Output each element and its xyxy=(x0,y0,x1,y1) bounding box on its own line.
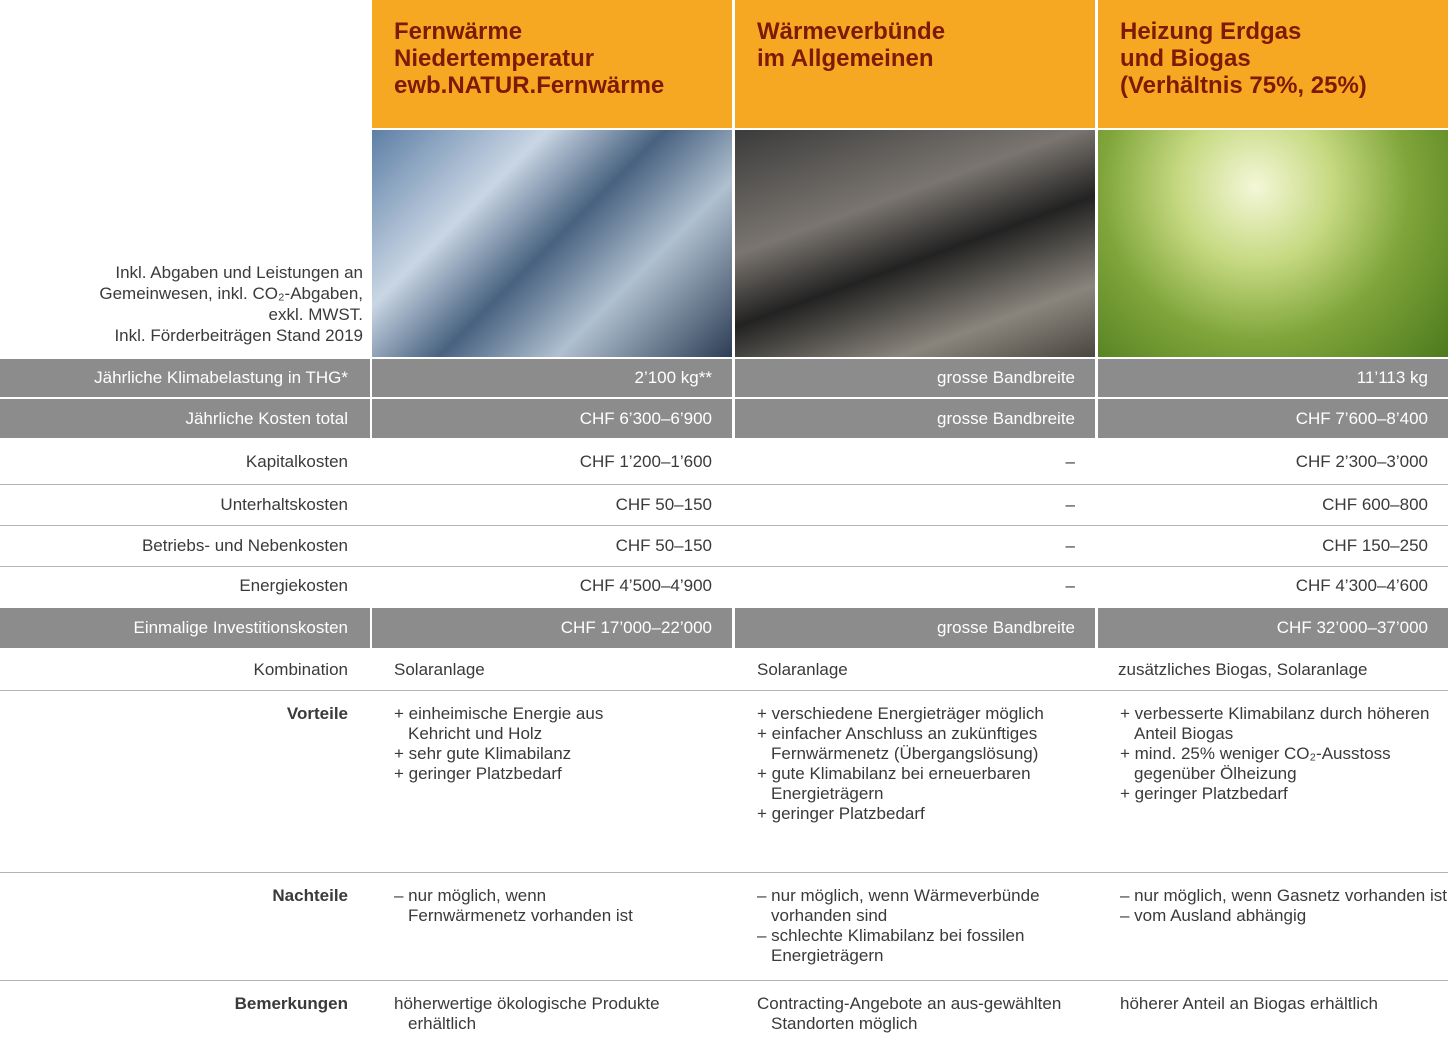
list-item: + geringer Platzbedarf xyxy=(394,764,562,783)
note-line: Inkl. Förderbeiträgen Stand 2019 xyxy=(114,326,363,345)
row-label: Einmalige Investitionskosten xyxy=(0,608,370,648)
cell: CHF 2’300–3’000 xyxy=(1295,452,1428,471)
note-line: Inkl. Abgaben und Leistungen an xyxy=(115,263,363,282)
list-item: – nur möglich, wenn Fernwärmenetz vorhan… xyxy=(394,886,633,925)
list-item: – nur möglich, wenn Gasnetz vorhanden is… xyxy=(1120,886,1447,905)
list-item: + einfacher Anschluss an zukünftiges Fer… xyxy=(757,724,1039,763)
list-item: + mind. 25% weniger CO₂-Ausstoss gegenüb… xyxy=(1120,744,1391,783)
cell: 2’100 kg** xyxy=(372,359,732,397)
header-line: und Biogas xyxy=(1120,45,1251,72)
list-item: + verbesserte Klimabilanz durch höheren … xyxy=(1120,704,1430,743)
cell: CHF 6’300–6’900 xyxy=(372,399,732,438)
cell: grosse Bandbreite xyxy=(735,359,1095,397)
row-divider xyxy=(0,525,1448,526)
note-line: Gemeinwesen, inkl. CO₂-Abgaben, xyxy=(99,284,363,303)
cell: CHF 50–150 xyxy=(615,536,712,555)
cell-list: – nur möglich, wenn Gasnetz vorhanden is… xyxy=(1120,886,1448,926)
row-label: Betriebs- und Nebenkosten xyxy=(141,536,348,555)
header-line: Heizung Erdgas xyxy=(1120,18,1302,45)
row-label: Unterhaltskosten xyxy=(220,495,348,514)
list-item: + sehr gute Klimabilanz xyxy=(394,744,572,763)
row-divider xyxy=(0,484,1448,485)
cell: CHF 17’000–22’000 xyxy=(372,608,732,648)
cell-list: – nur möglich, wenn Wärmeverbünde vorhan… xyxy=(757,886,1087,966)
row-divider xyxy=(0,872,1448,873)
header-line: Fernwärme xyxy=(394,18,523,45)
cell: CHF 600–800 xyxy=(1322,495,1428,514)
row-label: Jährliche Kosten total xyxy=(0,399,370,438)
cell: Solaranlage xyxy=(394,660,485,679)
cell-list: + einheimische Energie aus Kehricht und … xyxy=(394,704,664,784)
column-header: Wärmeverbünde im Allgemeinen xyxy=(735,0,1095,128)
list-item: + gute Klimabilanz bei erneuerbaren Ener… xyxy=(757,764,1031,803)
row-divider xyxy=(0,566,1448,567)
cell: CHF 4’500–4’900 xyxy=(579,576,712,595)
header-line: im Allgemeinen xyxy=(757,45,934,72)
cell-list: + verschiedene Energieträger möglich + ei… xyxy=(757,704,1087,824)
cell: CHF 150–250 xyxy=(1322,536,1428,555)
cell: grosse Bandbreite xyxy=(735,608,1095,648)
cell: Solaranlage xyxy=(757,660,848,679)
cell: CHF 4’300–4’600 xyxy=(1295,576,1428,595)
note-line: exkl. MWST. xyxy=(268,305,363,324)
cell: CHF 50–150 xyxy=(615,495,712,514)
row-label: Vorteile xyxy=(286,704,348,723)
list-item: höherer Anteil an Biogas erhältlich xyxy=(1120,994,1378,1013)
cell-list: + verbesserte Klimabilanz durch höheren … xyxy=(1120,704,1448,804)
list-item: – nur möglich, wenn Wärmeverbünde vorhan… xyxy=(757,886,1040,925)
row-label: Kombination xyxy=(253,660,348,679)
cell: – xyxy=(1065,495,1075,514)
row-divider xyxy=(0,690,1448,691)
list-item: + geringer Platzbedarf xyxy=(757,804,925,823)
note: Inkl. Abgaben und Leistungen an Gemeinwes… xyxy=(0,262,363,346)
list-item: – vom Ausland abhängig xyxy=(1120,906,1307,925)
list-item: + geringer Platzbedarf xyxy=(1120,784,1288,803)
cell-list: höherer Anteil an Biogas erhältlich xyxy=(1120,994,1448,1014)
list-item: höherwertige ökologische Produkte erhält… xyxy=(394,994,660,1033)
row-label: Nachteile xyxy=(272,886,348,905)
photo-leaves xyxy=(1098,130,1448,357)
header-line: Wärmeverbünde xyxy=(757,18,946,45)
cell: CHF 7’600–8’400 xyxy=(1098,399,1448,438)
row-label: Jährliche Klimabelastung in THG* xyxy=(0,359,370,397)
list-item: + verschiedene Energieträger möglich xyxy=(757,704,1044,723)
list-item: – schlechte Klimabilanz bei fossilen Ene… xyxy=(757,926,1025,965)
cell: zusätzliches Biogas, Solaranlage xyxy=(1118,660,1368,679)
cell: CHF 32’000–37’000 xyxy=(1098,608,1448,648)
cell-list: – nur möglich, wenn Fernwärmenetz vorhan… xyxy=(394,886,664,926)
header-line: (Verhältnis 75%, 25%) xyxy=(1120,72,1367,99)
cell: – xyxy=(1065,536,1075,555)
cell: CHF 1’200–1’600 xyxy=(579,452,712,471)
row-divider xyxy=(0,980,1448,981)
list-item: + einheimische Energie aus Kehricht und … xyxy=(394,704,604,743)
column-header: Heizung Erdgas und Biogas (Verhältnis 75%,… xyxy=(1098,0,1448,128)
column-header: Fernwärme Niedertemperatur ewb.NATUR.Fernw… xyxy=(372,0,732,128)
cell: – xyxy=(1065,452,1075,471)
row-label: Kapitalkosten xyxy=(245,452,348,471)
header-line: Niedertemperatur xyxy=(394,45,595,72)
row-label: Energiekosten xyxy=(239,576,348,595)
header-line: ewb.NATUR.Fernwärme xyxy=(394,72,665,99)
cell-list: Contracting-Angebote an aus-gewählten St… xyxy=(757,994,1087,1034)
cell: 11’113 kg xyxy=(1098,359,1448,397)
list-item: Contracting-Angebote an aus-gewählten St… xyxy=(757,994,1062,1033)
photo-plant xyxy=(735,130,1095,357)
cell-list: höherwertige ökologische Produkte erhält… xyxy=(394,994,664,1034)
cell: – xyxy=(1065,576,1075,595)
row-label: Bemerkungen xyxy=(234,994,348,1013)
photo-pipes xyxy=(372,130,732,357)
cell: grosse Bandbreite xyxy=(735,399,1095,438)
